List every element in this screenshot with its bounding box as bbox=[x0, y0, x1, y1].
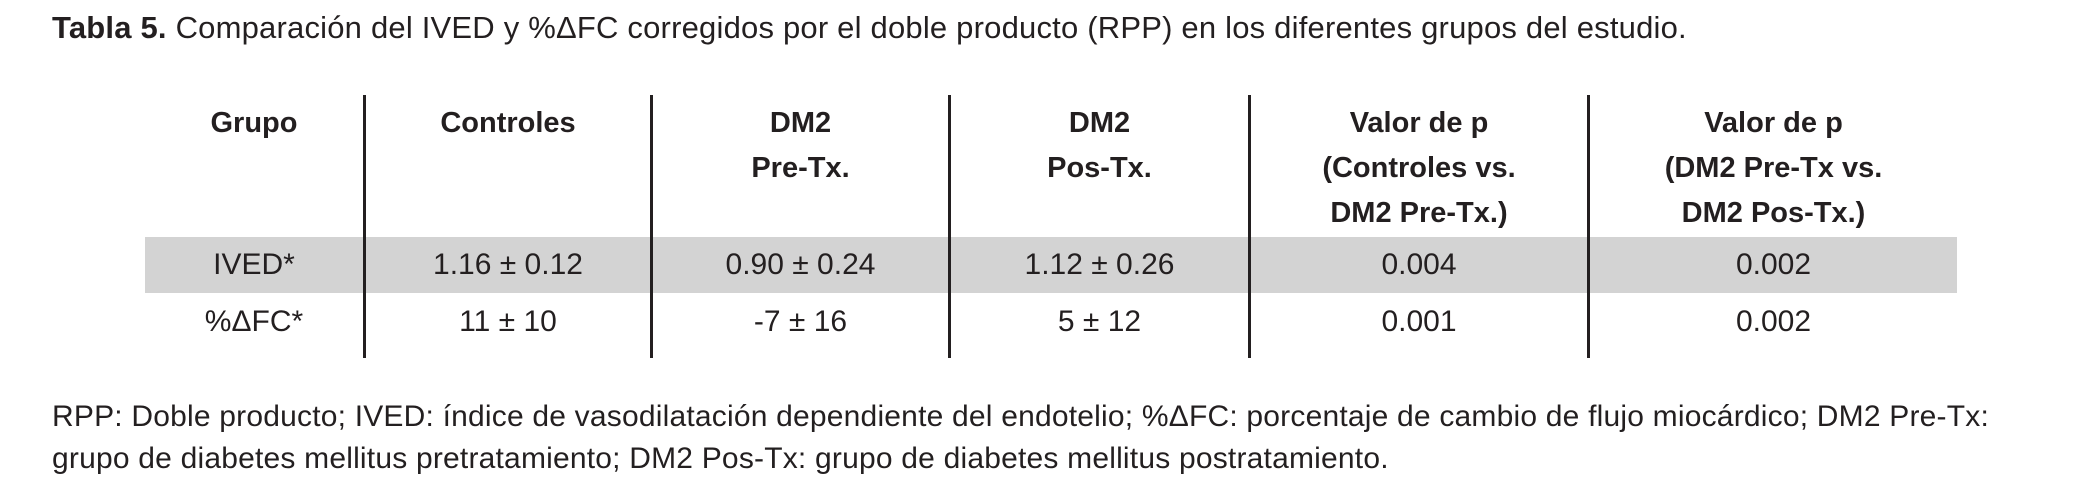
column-header-p-pre-vs-pos: Valor de p (DM2 Pre-Tx vs. DM2 Pos-Tx.) bbox=[1587, 95, 1957, 237]
row-ived-label: IVED* bbox=[145, 237, 363, 293]
column-header-p-controles-vs-pre: Valor de p (Controles vs. DM2 Pre-Tx.) bbox=[1248, 95, 1587, 237]
row-fc-controles: 11 ± 10 bbox=[363, 293, 650, 358]
row-fc-dm2-pre-tx: -7 ± 16 bbox=[650, 293, 948, 358]
footnote-line-1: RPP: Doble producto; IVED: índice de vas… bbox=[52, 400, 1989, 433]
table-caption-number: Tabla 5. bbox=[52, 10, 167, 45]
column-header-dm2-pre-tx: DM2 Pre-Tx. bbox=[650, 95, 948, 237]
table-footnote: RPP: Doble producto; IVED: índice de vas… bbox=[52, 396, 2052, 480]
table-caption-text: Comparación del IVED y %ΔFC corregidos p… bbox=[175, 10, 1687, 45]
row-ived-dm2-pre-tx: 0.90 ± 0.24 bbox=[650, 237, 948, 293]
column-header-dm2-pos-tx: DM2 Pos-Tx. bbox=[948, 95, 1248, 237]
row-fc-label: %ΔFC* bbox=[204, 304, 304, 338]
row-fc-dm2-pos-tx: 5 ± 12 bbox=[948, 293, 1248, 358]
column-header-grupo: Grupo bbox=[210, 107, 298, 139]
table-caption: Tabla 5. Comparación del IVED y %ΔFC cor… bbox=[52, 8, 1687, 48]
row-fc-p-value-1: 0.001 bbox=[1248, 293, 1587, 358]
comparison-table: Grupo Controles DM2 Pre-Tx. DM2 Pos-Tx. … bbox=[145, 95, 1957, 358]
row-ived-controles: 1.16 ± 0.12 bbox=[363, 237, 650, 293]
footnote-line-2: grupo de diabetes mellitus pretratamient… bbox=[52, 442, 1389, 475]
row-ived-p-value-1: 0.004 bbox=[1248, 237, 1587, 293]
column-header-controles: Controles bbox=[363, 95, 650, 237]
row-ived-p-value-2: 0.002 bbox=[1587, 237, 1957, 293]
row-ived-dm2-pos-tx: 1.12 ± 0.26 bbox=[948, 237, 1248, 293]
row-fc-p-value-2: 0.002 bbox=[1587, 293, 1957, 358]
